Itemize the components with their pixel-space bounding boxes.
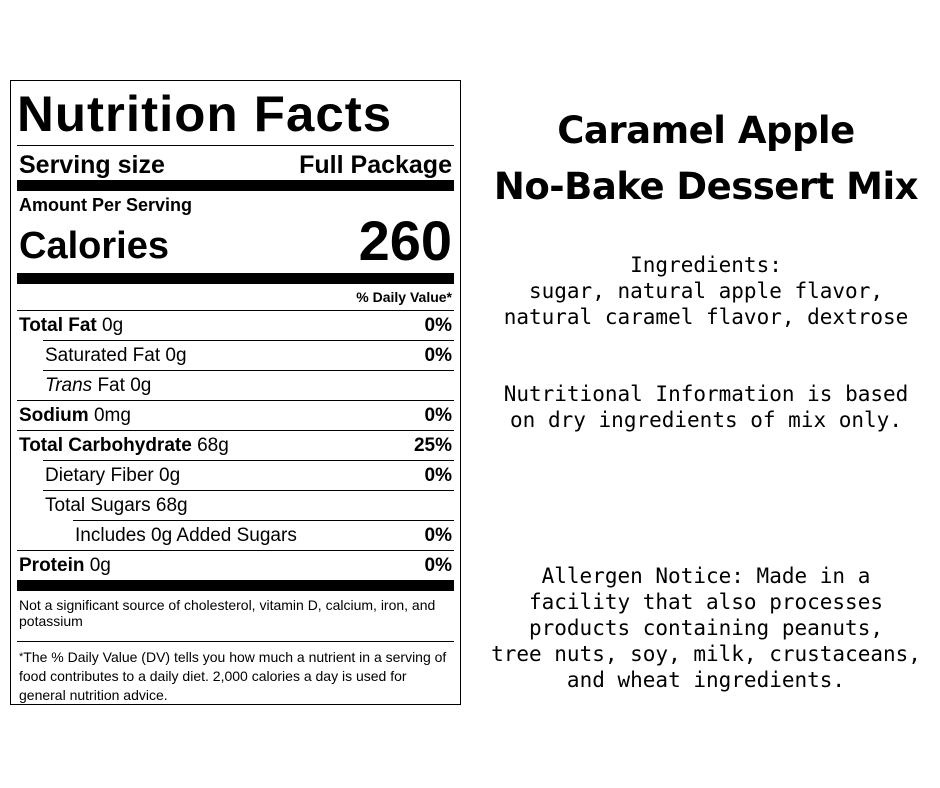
footnote-text: The % Daily Value (DV) tells you how muc… [19,649,447,703]
not-significant-note: Not a significant source of cholesterol,… [19,597,436,629]
nutrient-row-sodium: Sodium 0mg 0% [17,400,454,430]
nutrient-name-italic: Trans [45,374,93,396]
thick-divider [17,580,454,591]
footnote-star: * [19,651,24,663]
nutrient-name: Sodium [19,404,89,426]
nutrient-amount: 0g [102,314,124,336]
nutrition-facts-label: Nutrition Facts Serving size Full Packag… [10,80,461,705]
product-title-line1: Caramel Apple [557,109,855,152]
calories-value: 260 [358,209,452,272]
amount-per-serving: Amount Per Serving [19,195,193,215]
nutrient-name: Total Fat [19,314,97,336]
nutrition-note-line: Nutritional Information is based [503,382,909,406]
ingredients-line: natural caramel flavor, dextrose [503,305,909,329]
nutrient-amount: 68g [197,434,229,456]
nutrient-percent: 0% [424,314,452,336]
nutrient-row-total-fat: Total Fat 0g 0% [17,310,454,340]
nutrient-name: Fat [97,374,125,396]
nutrient-percent: 25% [413,434,452,456]
allergen-line: facility that also processes [528,590,883,614]
nutrient-amount: 0g [159,464,181,486]
nutrient-amount: 0mg [93,404,131,426]
nutrient-name: Total Sugars [45,494,151,516]
ingredients-block: Ingredients: sugar, natural apple flavor… [478,252,934,330]
daily-value-header: % Daily Value* [356,289,452,305]
serving-size-value: Full Package [299,151,452,179]
thick-divider [17,180,454,191]
calories-label: Calories [19,225,169,267]
nutrient-percent: 0% [424,524,452,546]
product-title-line2: No-Bake Dessert Mix [493,165,919,208]
nutrient-name: Dietary Fiber [45,464,154,486]
ingredients-line: sugar, natural apple flavor, [528,279,883,303]
nutrient-row-total-sugars: Total Sugars 68g [43,490,454,520]
nutrient-name: Protein [19,554,85,576]
serving-size-row: Serving size Full Package [17,146,454,180]
nutrient-row-added-sugars: Includes 0g Added Sugars 0% [73,520,454,550]
nutrient-amount: 68g [155,494,188,516]
calories-row: Calories 260 [17,209,454,272]
nutrient-amount: 0g [130,374,152,396]
nutrient-row-trans-fat: Trans Fat 0g [43,370,454,400]
thick-divider [17,273,454,284]
nutrient-row-protein: Protein 0g 0% [17,550,454,580]
nutrient-name: Includes 0g Added Sugars [75,524,297,546]
divider [17,145,454,146]
nutrient-amount: 0g [89,554,111,576]
nutrient-name: Saturated Fat [45,344,161,366]
nutrient-row-total-carbohydrate: Total Carbohydrate 68g 25% [17,430,454,460]
daily-value-footnote: *The % Daily Value (DV) tells you how mu… [17,641,454,705]
nutrient-percent: 0% [424,344,452,366]
ingredients-heading: Ingredients: [630,253,782,277]
allergen-line: products containing peanuts, [528,616,883,640]
nutrient-row-saturated-fat: Saturated Fat 0g 0% [43,340,454,370]
allergen-line: and wheat ingredients. [566,668,846,692]
nutrient-percent: 0% [424,464,452,486]
allergen-line: Allergen Notice: Made in a [541,564,871,588]
nutrient-name: Total Carbohydrate [19,434,192,456]
allergen-notice-block: Allergen Notice: Made in a facility that… [478,563,934,693]
nutrition-note-block: Nutritional Information is based on dry … [478,381,934,433]
serving-size-label: Serving size [19,151,165,179]
nutrient-percent: 0% [424,404,452,426]
nutrition-facts-title: Nutrition Facts [17,86,393,142]
nutrient-row-dietary-fiber: Dietary Fiber 0g 0% [43,460,454,490]
nutrient-percent: 0% [424,554,452,576]
nutrient-amount: 0g [165,344,187,366]
allergen-line: tree nuts, soy, milk, crustaceans, [491,642,921,666]
nutrition-note-line: on dry ingredients of mix only. [510,408,902,432]
product-title: Caramel Apple No-Bake Dessert Mix [478,103,934,215]
